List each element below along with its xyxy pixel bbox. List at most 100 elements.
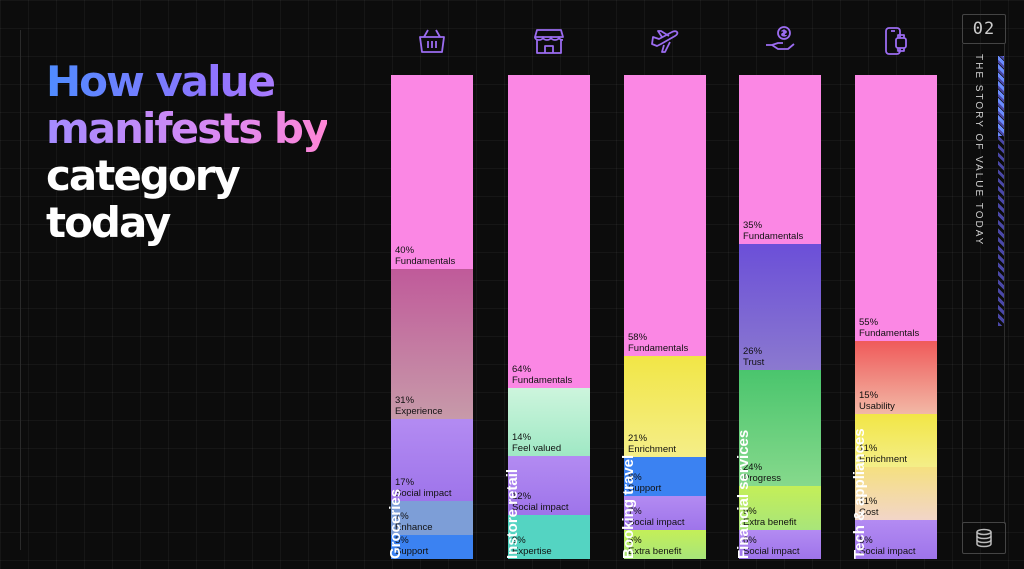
segment-label: 21% Enrichment [628, 433, 676, 455]
segment-label: 40% Fundamentals [395, 245, 455, 267]
segment-expertise: 9% Expertise [508, 514, 590, 559]
segment-percent: 15% [859, 389, 879, 401]
segment-percent: 6% [743, 534, 757, 546]
segment-label: 11% Cost [859, 496, 879, 518]
left-rule [20, 30, 21, 550]
segment-social-impact: 6% Social impact [739, 529, 821, 559]
page-number: 02 [962, 14, 1006, 44]
category-label-tech-appliances: Tech & appliances [851, 428, 868, 559]
smartphone-watch-icon [879, 24, 913, 58]
segment-percent: 9% [743, 505, 757, 517]
segment-trust: 26% Trust [739, 244, 821, 371]
segment-label: 7% Social impact [628, 506, 685, 528]
bar-booking-travel: 58% Fundamentals 21% Enrichment 8% Support 7% S… [624, 75, 706, 559]
segment-percent: 21% [628, 433, 648, 445]
title-line-3: category [46, 151, 241, 200]
segment-support: 5% Support [391, 534, 473, 559]
segment-label: 26% Trust [743, 346, 764, 368]
segment-label: 17% Social impact [395, 477, 452, 499]
segment-name: Extra benefit [743, 516, 797, 528]
segment-percent: 58% [628, 331, 648, 343]
bar-groceries: 40% Fundamentals 31% Experience 17% Social im… [391, 75, 473, 559]
segment-social-impact: 12% Social impact [508, 456, 590, 515]
segment-name: Usability [859, 400, 895, 412]
segment-progress: 24% Progress [739, 370, 821, 487]
segment-percent: 9% [512, 534, 526, 546]
segment-name: Fundamentals [859, 328, 920, 340]
segment-name: Support [395, 545, 429, 557]
segment-social-impact: 7% Social impact [624, 496, 706, 530]
segment-fundamentals: 40% Fundamentals [391, 75, 473, 269]
segment-label: 31% Experience [395, 395, 443, 417]
bar-instore-retail: 64% Fundamentals 14% Feel valued 12% Social i… [508, 75, 590, 559]
stack-icon [976, 528, 992, 548]
segment-name: Extra benefit [628, 545, 682, 557]
stack-icon-box [962, 522, 1006, 554]
segment-name: Fundamentals [743, 231, 804, 243]
segment-extra-benefit: 6% Extra benefit [624, 529, 706, 559]
segment-percent: 8% [628, 472, 642, 484]
segment-label: 58% Fundamentals [628, 332, 688, 354]
segment-social-impact: 8% Social impact [855, 520, 937, 559]
segment-label: 6% Social impact [743, 535, 800, 557]
segment-label: 24% Progress [743, 462, 781, 484]
title-line-2: manifests by [46, 104, 329, 153]
segment-percent: 5% [395, 534, 409, 546]
bar-tech-appliances: 55% Fundamentals 15% Usability 11% Enrichment… [855, 75, 937, 559]
segment-extra-benefit: 9% Extra benefit [739, 486, 821, 530]
segment-name: Social impact [512, 501, 569, 513]
segment-percent: 7% [395, 510, 409, 522]
segment-usability: 15% Usability [855, 341, 937, 414]
side-panel: 02 THE STORY OF VALUE TODAY [962, 14, 1006, 554]
segment-label: 64% Fundamentals [512, 364, 572, 386]
segment-fundamentals: 35% Fundamentals [739, 75, 821, 245]
segment-percent: 11% [859, 443, 878, 455]
segment-percent: 6% [628, 534, 642, 546]
segment-percent: 64% [512, 363, 532, 375]
segment-percent: 11% [859, 496, 878, 508]
segment-name: Trust [743, 357, 765, 369]
segment-experience: 31% Experience [391, 268, 473, 419]
segment-cost: 11% Cost [855, 467, 937, 521]
segment-support: 8% Support [624, 457, 706, 497]
title-line-4: today [46, 198, 171, 247]
segment-label: 9% Extra benefit [743, 506, 796, 528]
grocery-basket-icon [415, 24, 449, 58]
segment-percent: 8% [859, 534, 873, 546]
title-line-1: How value [46, 58, 327, 105]
segment-label: 55% Fundamentals [859, 317, 919, 339]
segment-enrichment: 21% Enrichment [624, 355, 706, 458]
segment-name: Social impact [859, 545, 916, 557]
segment-name: Expertise [512, 545, 552, 557]
segment-label: 5% Support [395, 535, 428, 557]
segment-label: 6% Extra benefit [628, 535, 681, 557]
side-rule-right [1004, 44, 1005, 524]
story-vertical-text: THE STORY OF VALUE TODAY [973, 54, 984, 247]
segment-percent: 7% [628, 505, 642, 517]
segment-fundamentals: 58% Fundamentals [624, 75, 706, 356]
segment-label: 8% Social impact [859, 535, 916, 557]
segment-name: Enrichment [628, 444, 677, 456]
segment-name: Social impact [743, 545, 800, 557]
segment-enrichment: 11% Enrichment [855, 413, 937, 468]
segment-name: Feel valued [512, 443, 562, 455]
storefront-icon [532, 24, 566, 58]
segment-name: Fundamentals [395, 255, 456, 267]
segment-percent: 17% [395, 476, 415, 488]
side-rule-left [962, 44, 963, 524]
segment-percent: 31% [395, 394, 415, 406]
segment-percent: 12% [512, 490, 532, 502]
segment-label: 7% Enhance [395, 511, 433, 533]
segment-fundamentals: 64% Fundamentals [508, 75, 590, 388]
segment-label: 9% Expertise [512, 535, 552, 557]
segment-fundamentals: 55% Fundamentals [855, 75, 937, 342]
category-label-booking-travel: Booking travel [620, 454, 637, 559]
segment-name: Fundamentals [628, 342, 689, 354]
category-label-groceries: Groceries [387, 488, 404, 559]
segment-percent: 55% [859, 317, 879, 329]
segment-percent: 14% [512, 432, 532, 444]
segment-enhance: 7% Enhance [391, 500, 473, 535]
segment-label: 11% Enrichment [859, 443, 907, 465]
segment-percent: 40% [395, 244, 415, 256]
segment-name: Social impact [395, 487, 452, 499]
